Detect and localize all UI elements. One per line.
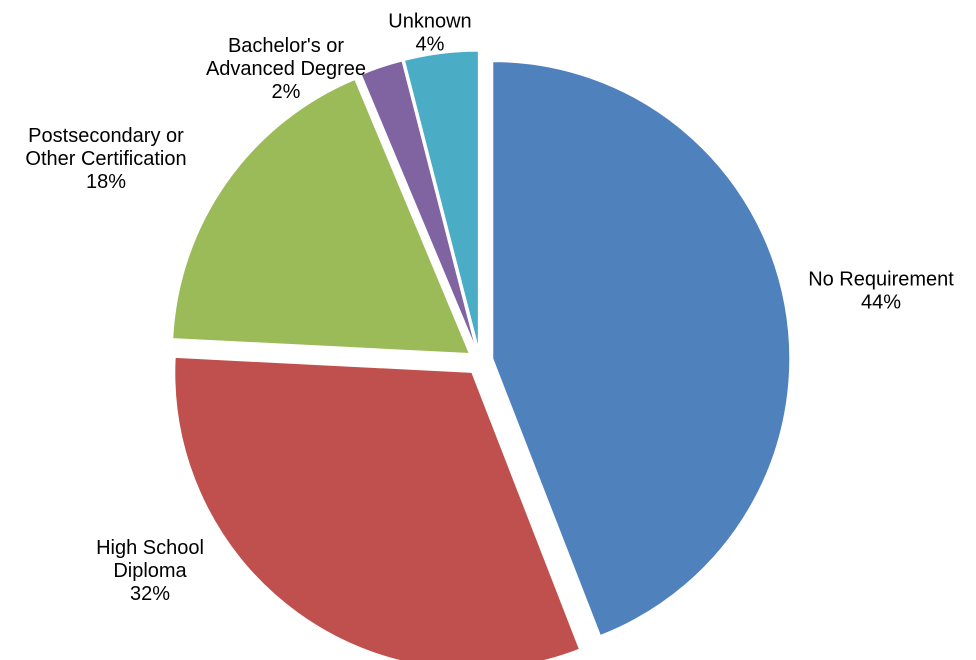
slice-percent: 2% [272,81,301,103]
pie-slice-bachelor-s-or-advanced-degree [360,60,477,349]
slice-label-no-requirement: No Requirement 44% [808,269,954,314]
slice-name-line: Diploma [113,560,187,582]
slice-label-bachelor-s-or-advanced-degree: Bachelor's or Advanced Degree 2% [206,35,366,103]
pie-slice-postsecondary-or-other-certification [172,78,471,355]
slice-name-line: Other Certification [25,148,186,170]
slice-name-line: Postsecondary or [28,125,184,147]
pie-slices [172,50,791,660]
slice-name-line: High School [96,537,204,559]
slice-name-line: Unknown [388,11,471,33]
pie-slice-high-school-diploma [174,356,581,660]
slice-percent: 32% [130,583,170,605]
slice-percent: 4% [416,34,445,56]
slice-label-postsecondary-or-other-certification: Postsecondary or Other Certification 18% [25,125,186,193]
pie-slice-unknown [403,50,479,349]
slice-percent: 44% [861,292,901,314]
slice-percent: 18% [86,171,126,193]
slice-label-high-school-diploma: High School Diploma 32% [96,537,204,605]
pie-slice-no-requirement [492,61,791,637]
pie-labels: No Requirement 44% High School Diploma 32% Po… [25,11,954,606]
slice-name-line: No Requirement [808,269,954,291]
slice-name-line: Bachelor's or [228,35,344,57]
slice-name-line: Advanced Degree [206,58,366,80]
slice-label-unknown: Unknown 4% [388,11,471,56]
